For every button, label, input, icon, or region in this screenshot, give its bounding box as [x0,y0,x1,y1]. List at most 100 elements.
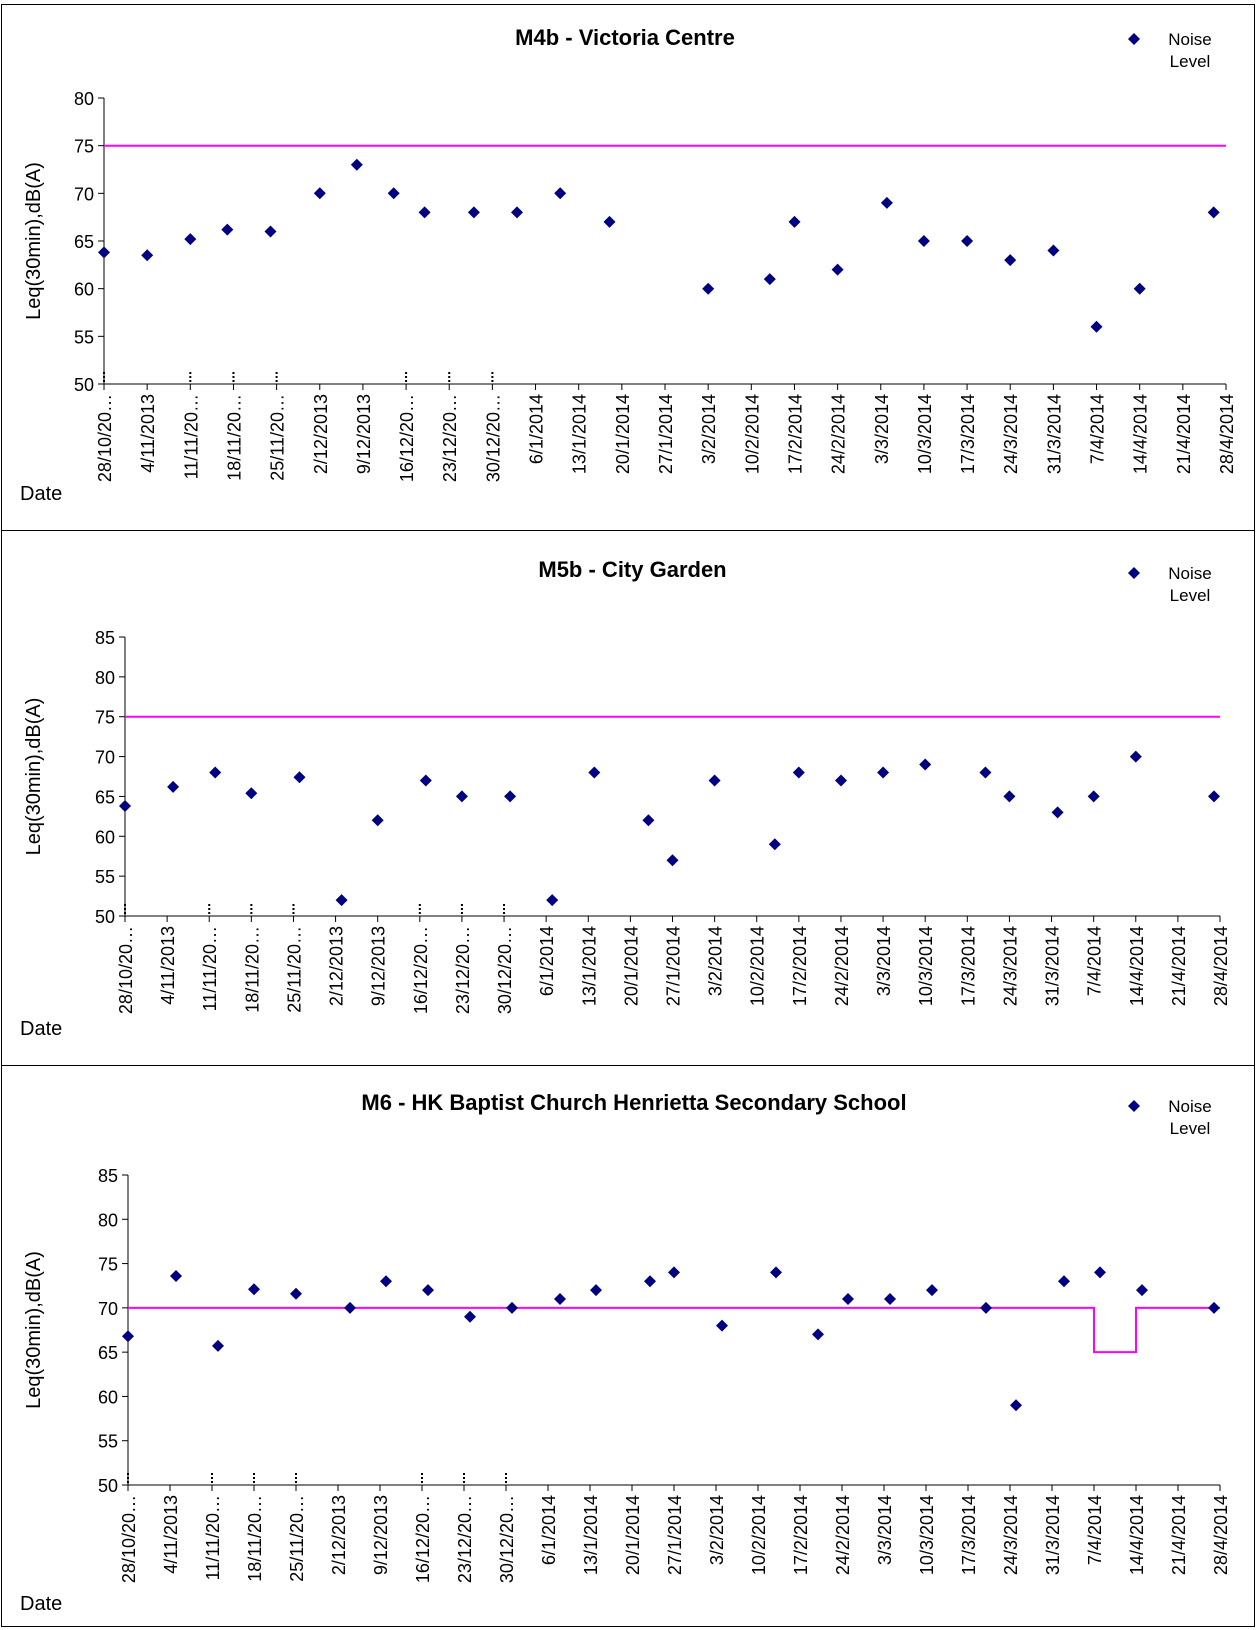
chart1-data-point [763,273,776,286]
chart3-y-tick-label: 85 [98,1166,118,1186]
chart3-data-point [1010,1399,1022,1412]
chart3-x-axis-label: Date [20,1593,62,1615]
chart3-y-axis-label: Leq(30min),dB(A) [23,1251,45,1409]
chart2-data-point [708,774,721,787]
chart2-x-tick-label: 20/1/2014 [621,926,641,1006]
chart3-x-tick-label: 25/11/20… [287,1495,307,1582]
chart1-x-tick-label: 31/3/2014 [1044,394,1064,474]
chart1-data-point [418,206,431,219]
chart3-x-tick-label: 18/11/20… [245,1495,265,1582]
chart3-x-tick-label: 17/3/2014 [959,1495,979,1575]
chart3-data-point [554,1293,566,1305]
chart2-data-point [119,800,131,812]
chart2-data-point [835,774,847,787]
chart3-data-point [464,1310,476,1323]
chart3-data-point [122,1330,134,1343]
chart1-data-point [917,235,930,247]
chart2-data-point [371,814,384,827]
chart3-data-point [1058,1275,1070,1288]
chart1-x-tick-label: 27/1/2014 [656,394,676,474]
chart3-data-point [884,1293,896,1305]
chart2-x-tick-label: 13/1/2014 [579,926,599,1006]
chart3-legend-label-line2: Level [1170,1119,1211,1138]
chart3-x-tick-label: 28/10/20… [119,1495,139,1583]
chart3-data-point [1136,1284,1148,1297]
chart2-data-point [504,790,517,803]
chart2-x-tick-label: 25/11/20… [284,926,304,1013]
chart3-y-tick-label: 65 [98,1343,118,1363]
chart3-x-tick-label: 24/2/2014 [833,1495,853,1575]
chart3-x-tick-label: 10/3/2014 [917,1495,937,1575]
chart3-x-tick-label: 21/4/2014 [1169,1495,1189,1575]
chart1-data-point [1133,282,1146,295]
chart1-x-tick-label: 7/4/2014 [1088,394,1108,464]
chart2-data-point [1208,790,1220,803]
chart2-y-tick-label: 70 [95,748,115,768]
chart1-data-point [264,225,277,238]
chart3-legend-label-line1: Noise [1168,1097,1211,1116]
chart3-data-point [1094,1266,1106,1279]
chart3-x-tick-label: 24/3/2014 [1001,1495,1021,1575]
chart1-x-tick-label: 14/4/2014 [1131,394,1151,474]
chart2-x-tick-label: 3/3/2014 [874,926,894,996]
chart2-x-tick-label: 24/2/2014 [832,926,852,1006]
chart3-x-tick-label: 16/12/20… [413,1495,433,1583]
chart2-x-tick-label: 21/4/2014 [1169,926,1189,1006]
chart1-x-axis-label: Date [20,483,62,505]
chart3-limit-line [128,1306,1220,1354]
chart3-x-tick-label: 9/12/2013 [371,1495,391,1575]
chart1-x-tick-label: 16/12/20… [397,394,417,482]
chart2-legend-label-line1: Noise [1168,564,1211,583]
chart1-x-tick-label: 4/11/2013 [138,394,158,473]
chart3-data-point [644,1275,656,1288]
chart2-x-tick-label: 24/3/2014 [1000,926,1020,1006]
chart1-x-tick-label: 17/3/2014 [958,394,978,474]
chart3-x-tick-label: 23/12/20… [455,1495,475,1583]
chart2-y-tick-label: 65 [95,787,115,807]
chart1-legend-label-line2: Level [1170,52,1211,71]
chart2-x-tick-label: 18/11/20… [242,926,262,1013]
chart1-data-point [1004,254,1017,267]
chart1-data-point [221,223,234,236]
chart3-x-tick-label: 20/1/2014 [623,1495,643,1575]
chart3-data-point [590,1284,602,1297]
chart1-x-tick-label: 6/1/2014 [527,394,547,464]
chart3-x-tick-label: 7/4/2014 [1085,1495,1105,1565]
chart3-x-tick-label: 3/3/2014 [875,1495,895,1565]
chart2-x-tick-label: 31/3/2014 [1043,926,1063,1006]
chart3-y-tick-label: 60 [98,1387,118,1407]
chart1-x-tick-label: 18/11/20… [224,394,244,481]
chart3-panel-border [1,1065,1255,1627]
chart2-y-tick-label: 80 [95,668,115,688]
chart1-x-tick-label: 2/12/2013 [311,394,331,474]
chart3-x-tick-label: 3/2/2014 [707,1495,727,1565]
chart1-data-point [141,249,154,262]
chart2-x-tick-label: 10/3/2014 [916,926,936,1006]
chart2-data-point [546,894,559,907]
chart1-y-tick-label: 55 [74,327,94,347]
chart3-x-tick-label: 14/4/2014 [1127,1495,1147,1575]
chart3-data-point [926,1284,938,1297]
chart3-data-point [770,1266,782,1279]
chart2-data-point [293,771,306,784]
chart3-x-tick-label: 10/2/2014 [749,1495,769,1575]
chart1-x-tick-label: 28/4/2014 [1217,394,1237,474]
chart3-data-point [980,1301,992,1314]
chart3-x-tick-label: 30/12/20… [497,1495,517,1583]
chart1-legend-marker [1128,33,1140,45]
chart3-y-tick-label: 70 [98,1299,118,1319]
chart1-data-point [511,206,523,219]
chart2-x-tick-label: 14/4/2014 [1127,926,1147,1006]
chart2-legend-marker [1128,567,1140,579]
chart3-data-point [290,1287,302,1300]
chart2-legend-label-line2: Level [1170,586,1211,605]
chart1-y-tick-label: 60 [74,280,94,300]
chart2-data-point [1129,750,1142,763]
chart1-x-tick-label: 13/1/2014 [570,394,590,474]
chart3-data-point [344,1301,356,1314]
chart2-x-tick-label: 28/10/20… [116,926,136,1014]
chart1-data-point [880,196,893,209]
chart1-data-point [387,187,400,200]
chart1-x-tick-label: 23/12/20… [440,394,460,482]
chart2-data-point [642,814,655,827]
